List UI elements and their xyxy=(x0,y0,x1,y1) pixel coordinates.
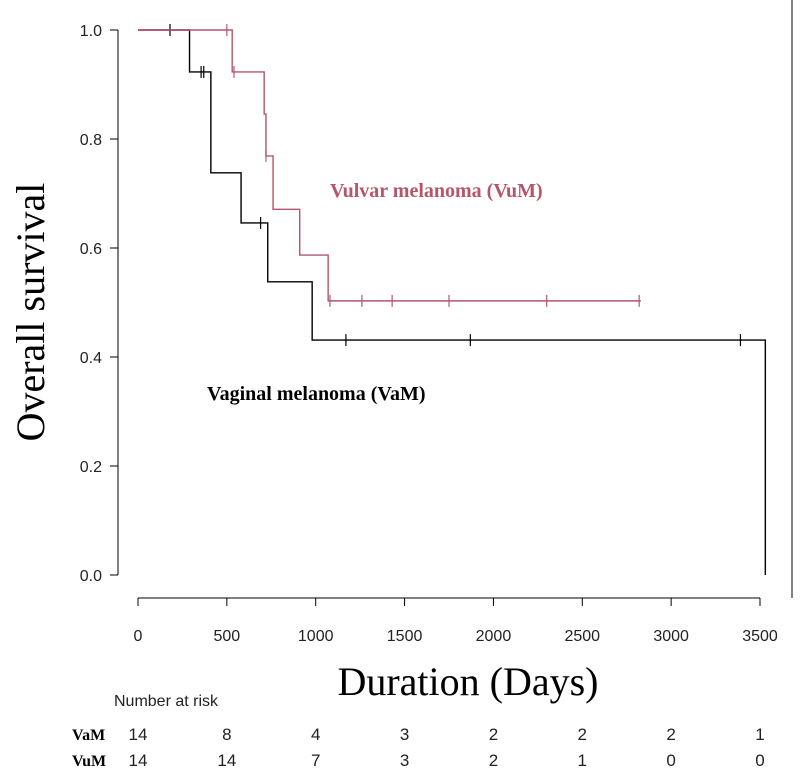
x-tick-label: 2000 xyxy=(476,628,512,645)
risk-value-vam: 14 xyxy=(129,725,148,744)
risk-value-vum: 0 xyxy=(666,751,675,770)
risk-value-vum: 7 xyxy=(311,751,320,770)
risk-value-vum: 14 xyxy=(129,751,148,770)
risk-value-vam: 4 xyxy=(311,725,320,744)
survival-curve-vum xyxy=(138,29,641,302)
x-tick-label: 2500 xyxy=(564,628,600,645)
risk-value-vam: 2 xyxy=(666,725,675,744)
x-tick-label: 3000 xyxy=(653,628,689,645)
y-tick-label: 0.2 xyxy=(80,459,102,476)
y-axis-title: Overall survival xyxy=(8,183,53,442)
risk-value-vam: 3 xyxy=(400,725,409,744)
risk-value-vam: 8 xyxy=(222,725,231,744)
y-tick-label: 0.0 xyxy=(80,568,102,585)
annotation-vaginal: Vaginal melanoma (VaM) xyxy=(207,383,426,405)
risk-table-title: Number at risk xyxy=(114,693,219,710)
y-tick-label: 1.0 xyxy=(80,23,102,40)
risk-values: 14 8 4 3 2 2 2 1 14 14 7 3 2 1 0 0 xyxy=(129,725,765,770)
x-tick-label: 1000 xyxy=(298,628,334,645)
x-axis-title: Duration (Days) xyxy=(337,659,598,704)
x-tick-label: 500 xyxy=(214,628,241,645)
y-ticks: 0.0 0.2 0.4 0.6 0.8 1.0 xyxy=(80,23,118,585)
x-ticks: 0 500 1000 1500 2000 2500 3000 3500 xyxy=(134,598,778,645)
risk-value-vam: 2 xyxy=(489,725,498,744)
x-tick-label: 0 xyxy=(134,628,143,645)
x-tick-label: 3500 xyxy=(742,628,778,645)
risk-row-label-vam: VaM xyxy=(72,727,105,744)
x-tick-label: 1500 xyxy=(387,628,423,645)
y-tick-label: 0.8 xyxy=(80,132,102,149)
risk-value-vum: 2 xyxy=(489,751,498,770)
y-tick-label: 0.6 xyxy=(80,241,102,258)
risk-value-vam: 1 xyxy=(755,725,764,744)
annotation-vulvar: Vulvar melanoma (VuM) xyxy=(330,180,543,202)
risk-value-vum: 3 xyxy=(400,751,409,770)
risk-value-vam: 2 xyxy=(578,725,587,744)
risk-value-vum: 1 xyxy=(578,751,587,770)
survival-curve-vam xyxy=(138,29,767,575)
risk-row-label-vum: VuM xyxy=(72,753,106,770)
risk-value-vum: 14 xyxy=(217,751,236,770)
series-layer xyxy=(138,24,767,575)
risk-value-vum: 0 xyxy=(755,751,764,770)
y-tick-label: 0.4 xyxy=(80,350,102,367)
